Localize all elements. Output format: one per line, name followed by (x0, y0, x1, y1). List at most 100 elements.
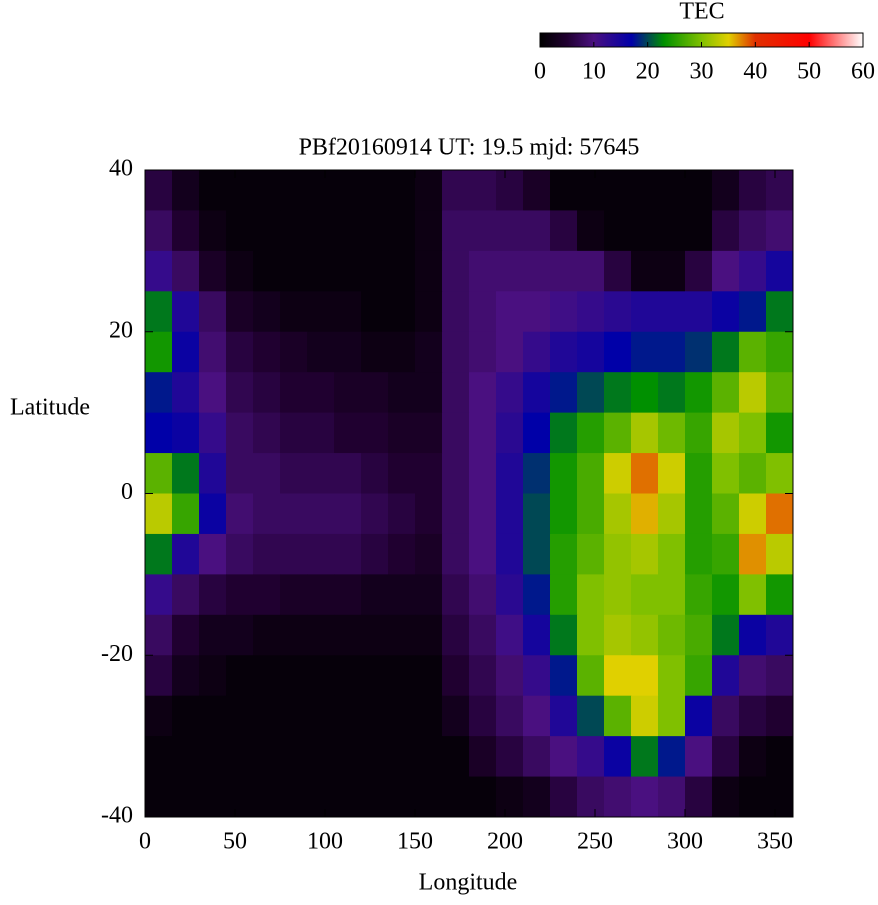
heatmap-cell (415, 291, 443, 333)
heatmap-cell (631, 331, 659, 373)
heatmap-cell (334, 533, 362, 575)
heatmap-cell (253, 533, 281, 575)
heatmap-cell (253, 170, 281, 211)
heatmap-cell (280, 614, 308, 656)
y-tick-label: -40 (101, 803, 133, 829)
heatmap-cell (766, 493, 794, 535)
heatmap-cell (523, 695, 551, 737)
heatmap-cell (712, 412, 740, 454)
heatmap-cell (415, 412, 443, 454)
heatmap-cell (172, 291, 200, 333)
heatmap-cell (631, 533, 659, 575)
heatmap-cell (496, 250, 524, 292)
heatmap-cell (496, 736, 524, 778)
heatmap-cell (577, 574, 605, 616)
heatmap-cell (199, 736, 227, 778)
heatmap-cell (739, 331, 767, 373)
heatmap-cell (577, 736, 605, 778)
heatmap-cell (712, 533, 740, 575)
heatmap-cell (226, 453, 254, 494)
heatmap-cell (226, 291, 254, 333)
heatmap-cell (550, 291, 578, 333)
heatmap-cell (712, 614, 740, 656)
heatmap-cell (307, 210, 335, 252)
heatmap-cell (685, 736, 713, 778)
heatmap-cell (604, 372, 632, 414)
heatmap-cell (415, 250, 443, 292)
heatmap-cell (712, 291, 740, 333)
heatmap-cell (199, 695, 227, 737)
heatmap-cell (199, 170, 227, 211)
heatmap-cell (658, 776, 686, 818)
heatmap-cell (199, 614, 227, 656)
heatmap-cell (361, 453, 389, 494)
heatmap-cell (685, 614, 713, 656)
heatmap-cell (658, 695, 686, 737)
heatmap-cell (172, 614, 200, 656)
heatmap-cell (658, 655, 686, 697)
heatmap-cell (388, 655, 416, 697)
heatmap-cell (307, 533, 335, 575)
heatmap-cell (523, 250, 551, 292)
heatmap-cell (172, 533, 200, 575)
heatmap-cell (388, 493, 416, 535)
heatmap-cell (766, 736, 794, 778)
heatmap-cell (739, 453, 767, 494)
heatmap-cell (145, 291, 173, 333)
heatmap-cell (307, 655, 335, 697)
heatmap-cell (226, 493, 254, 535)
heatmap-cell (577, 412, 605, 454)
heatmap-cell (523, 614, 551, 656)
heatmap-cell (334, 170, 362, 211)
y-axis-label: Latitude (10, 395, 90, 421)
heatmap-cell (469, 372, 497, 414)
heatmap-cell (604, 493, 632, 535)
heatmap-cell (604, 533, 632, 575)
heatmap-cell (469, 291, 497, 333)
heatmap-cell (442, 170, 470, 211)
heatmap-cell (442, 493, 470, 535)
heatmap-cell (145, 250, 173, 292)
heatmap-cell (739, 574, 767, 616)
heatmap-cell (766, 412, 794, 454)
heatmap-cell (685, 412, 713, 454)
heatmap-cell (469, 655, 497, 697)
heatmap-cell (280, 493, 308, 535)
heatmap-cell (280, 210, 308, 252)
heatmap-cell (226, 574, 254, 616)
heatmap-cell (172, 453, 200, 494)
heatmap-cell (415, 655, 443, 697)
heatmap-cell (712, 655, 740, 697)
heatmap-cell (361, 250, 389, 292)
heatmap-cell (334, 736, 362, 778)
heatmap-cell (442, 372, 470, 414)
heatmap-cell (577, 493, 605, 535)
heatmap-cell (253, 453, 281, 494)
heatmap-cell (253, 331, 281, 373)
x-tick-label: 350 (757, 829, 793, 855)
heatmap-cell (550, 331, 578, 373)
heatmap-cell (685, 776, 713, 818)
heatmap-cell (442, 776, 470, 818)
heatmap-cell (199, 291, 227, 333)
heatmap-cell (253, 250, 281, 292)
heatmap-cell (253, 776, 281, 818)
heatmap-cell (577, 331, 605, 373)
heatmap-cell (604, 331, 632, 373)
heatmap-cell (523, 331, 551, 373)
heatmap-cell (442, 250, 470, 292)
heatmap-cell (172, 736, 200, 778)
heatmap-cell (199, 250, 227, 292)
heatmap-cell (469, 533, 497, 575)
heatmap-cell (253, 412, 281, 454)
heatmap-cell (658, 291, 686, 333)
heatmap-cell (658, 493, 686, 535)
heatmap-cell (172, 574, 200, 616)
heatmap-cell (361, 170, 389, 211)
heatmap-cell (496, 372, 524, 414)
heatmap-cell (685, 695, 713, 737)
heatmap-cell (739, 412, 767, 454)
heatmap-cell (685, 533, 713, 575)
heatmap-cell (334, 695, 362, 737)
heatmap-cell (550, 614, 578, 656)
